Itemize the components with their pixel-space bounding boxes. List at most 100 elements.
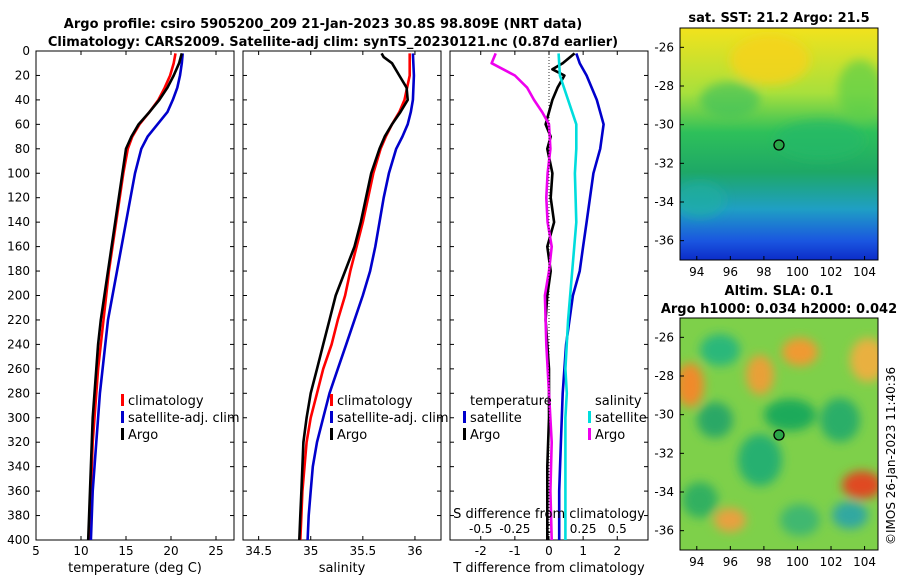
x-tick-label: 15 (118, 544, 133, 558)
x-tick-label: 25 (208, 544, 223, 558)
depth-tick-label: 300 (7, 411, 30, 425)
legend-swatch-temp-satellite (463, 411, 466, 423)
salinity-legend: climatology satellite-adj. clim Argo (330, 394, 449, 443)
map-y-tick-label: -36 (654, 234, 674, 248)
map-x-tick-label: 96 (723, 555, 738, 569)
legend-label-satellite: satellite-adj. clim (337, 411, 449, 426)
profile-lines (86, 52, 605, 541)
x-tick-label: 36 (407, 544, 422, 558)
top-x-tick-label: -0.5 (469, 522, 492, 536)
map-y-tick-label: -32 (654, 156, 674, 170)
depth-tick-label: 180 (7, 264, 30, 278)
depth-tick-label: 400 (7, 533, 30, 547)
depth-tick-label: 0 (22, 44, 30, 58)
map-y-tick-label: -30 (654, 408, 674, 422)
figure-title-line2: Climatology: CARS2009. Satellite-adj cli… (48, 35, 618, 50)
salinity-xlabel: salinity (319, 561, 366, 576)
top-x-tick-label: 0.5 (608, 522, 627, 536)
top-x-tick-label: -0.25 (499, 522, 530, 536)
sla-features (680, 334, 878, 536)
x-tick-label: -1 (509, 544, 521, 558)
legend-swatch-climatology (330, 394, 333, 406)
sst-map-title: sat. SST: 21.2 Argo: 21.5 (688, 11, 869, 26)
depth-tick-label: 240 (7, 337, 30, 351)
map-x-tick-label: 104 (853, 265, 876, 279)
map-x-tick-label: 98 (756, 265, 771, 279)
x-tick-label: -2 (475, 544, 487, 558)
map-y-tick-label: -34 (654, 485, 674, 499)
series-line-salinity-satellite (557, 53, 578, 540)
depth-tick-label: 40 (15, 93, 30, 107)
depth-tick-label: 100 (7, 166, 30, 180)
map-y-tick-label: -32 (654, 446, 674, 460)
legend-label-temperature: temperature (470, 394, 552, 409)
difference-legend: temperature satellite Argo salinity sate… (463, 394, 647, 443)
map-x-tick-label: 94 (689, 555, 704, 569)
x-tick-label: 2 (613, 544, 621, 558)
map-y-tick-label: -36 (654, 524, 674, 538)
legend-label-temp-argo: Argo (470, 428, 500, 443)
series-line-argo (298, 52, 410, 541)
sla-map-frame (679, 317, 879, 551)
legend-swatch-argo (330, 428, 333, 440)
map-x-tick-label: 94 (689, 265, 704, 279)
legend-label-temp-satellite: satellite (470, 411, 522, 426)
depth-tick-label: 340 (7, 460, 30, 474)
x-tick-label: 1 (579, 544, 587, 558)
map-x-tick-label: 102 (820, 265, 843, 279)
depth-tick-label: 80 (15, 142, 30, 156)
legend-label-sal-argo: Argo (595, 428, 625, 443)
legend-label-argo: Argo (128, 428, 158, 443)
legend-swatch-temp-argo (463, 428, 466, 440)
legend-swatch-argo (121, 428, 124, 440)
series-line-temperature-satellite (557, 52, 605, 540)
legend-label-climatology: climatology (337, 394, 413, 409)
depth-tick-label: 140 (7, 215, 30, 229)
map-y-tick-label: -26 (654, 40, 674, 54)
temperature-xlabel: temperature (deg C) (68, 561, 202, 576)
map-x-tick-label: 104 (853, 555, 876, 569)
x-tick-label: 35 (303, 544, 318, 558)
x-tick-label: 10 (73, 544, 88, 558)
map-y-tick-label: -34 (654, 195, 674, 209)
depth-tick-label: 160 (7, 240, 30, 254)
legend-label-argo: Argo (337, 428, 367, 443)
map-x-tick-label: 102 (820, 555, 843, 569)
top-x-tick-label: 0.25 (570, 522, 597, 536)
x-tick-label: 20 (163, 544, 178, 558)
sla-ticks: 94 96 98 100 102 104 -26 -28 -30 -32 -34 -36 (654, 330, 876, 569)
series-line-satellite-adj-clim (306, 53, 416, 541)
difference-top-xlabel: S difference from climatology (453, 507, 645, 522)
sst-ticks: 94 96 98 100 102 104 -26 -28 -30 -32 -34 -36 (654, 40, 876, 279)
legend-swatch-sal-argo (588, 428, 591, 440)
map-x-tick-label: 98 (756, 555, 771, 569)
legend-label-climatology: climatology (128, 394, 204, 409)
map-x-tick-label: 100 (786, 555, 809, 569)
depth-tick-label: 360 (7, 484, 30, 498)
series-line-climatology (87, 53, 177, 541)
series-line-satellite-adj-clim (89, 53, 184, 541)
legend-label-sal-satellite: satellite (595, 411, 647, 426)
legend-label-salinity: salinity (595, 394, 642, 409)
sst-map-frame (679, 27, 879, 261)
x-tick-label: 0 (545, 544, 553, 558)
argo-location-marker-sst (773, 139, 785, 151)
sla-map-title2: Argo h1000: 0.034 h2000: 0.042 (661, 302, 897, 317)
salinity-panel-frame (242, 50, 442, 541)
sla-map-title1: Altim. SLA: 0.1 (725, 284, 834, 299)
depth-tick-label: 320 (7, 435, 30, 449)
x-tick-label: 5 (32, 544, 40, 558)
x-tick-label: 35.5 (349, 544, 376, 558)
legend-swatch-sal-satellite (588, 411, 591, 423)
depth-tick-label: 60 (15, 117, 30, 131)
series-line-argo (86, 53, 184, 541)
map-y-tick-label: -30 (654, 118, 674, 132)
depth-tick-label: 280 (7, 386, 30, 400)
map-y-tick-label: -28 (654, 79, 674, 93)
temperature-panel-frame (35, 50, 235, 541)
depth-tick-label: 260 (7, 362, 30, 376)
legend-swatch-satellite (330, 411, 333, 423)
map-y-tick-label: -28 (654, 369, 674, 383)
